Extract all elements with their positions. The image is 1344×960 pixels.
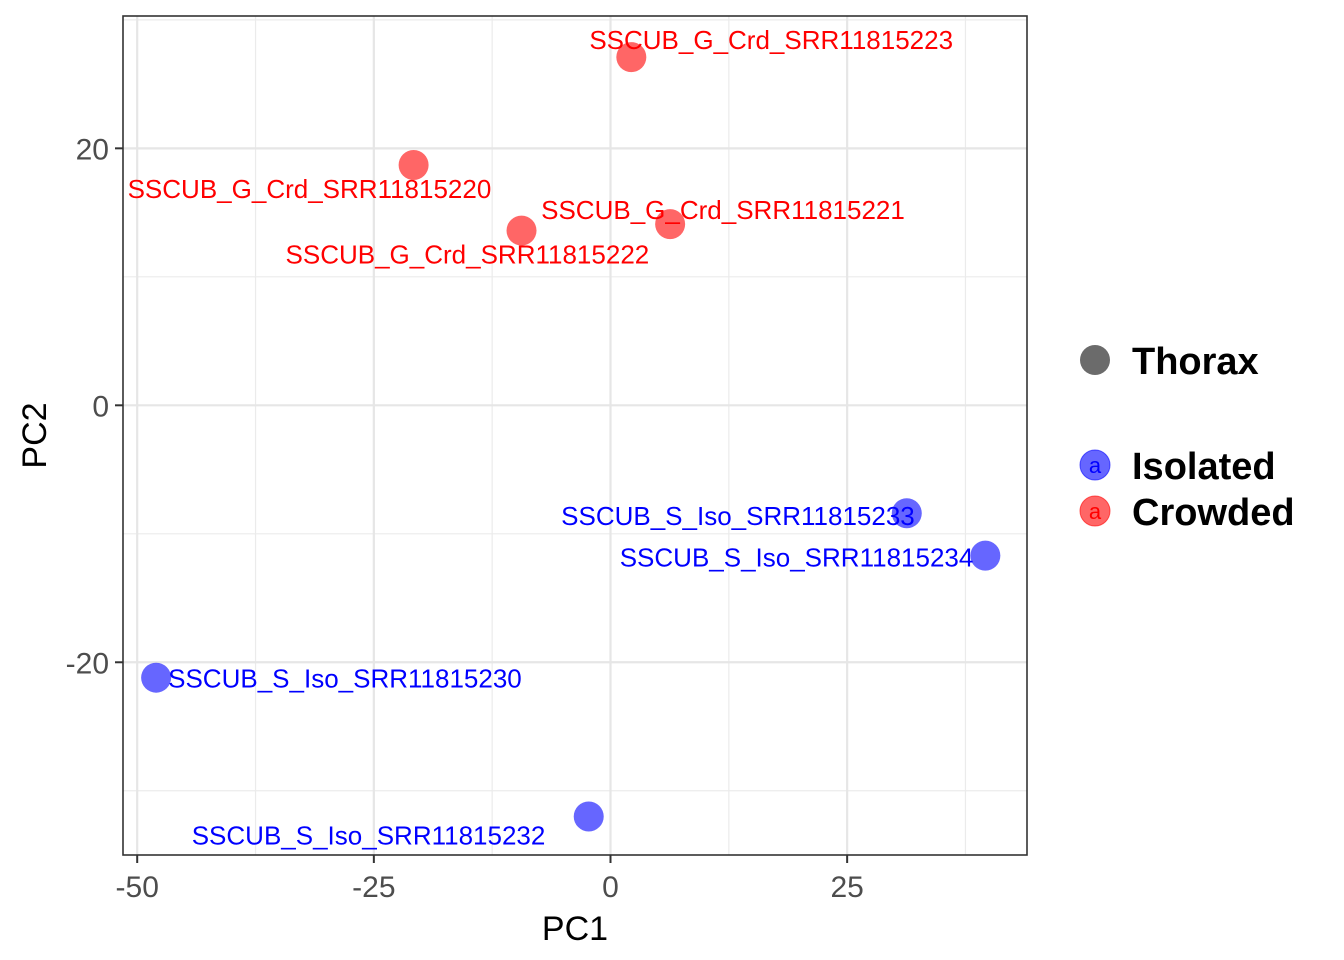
legend-color-key — [1079, 495, 1111, 527]
legend-shape-label: Thorax — [1132, 341, 1259, 383]
data-point — [616, 42, 647, 73]
legend-key-glyph: a — [1089, 499, 1102, 524]
x-tick-label: -50 — [116, 871, 159, 904]
data-point — [970, 540, 1001, 571]
panel-border — [122, 15, 1028, 856]
point-labels: SSCUB_G_Crd_SRR11815223 SSCUB_G_Crd_SRR11… — [128, 25, 974, 850]
data-point — [891, 498, 922, 529]
data-point — [506, 215, 537, 246]
legend-color-label: Crowded — [1132, 492, 1295, 534]
data-point — [573, 801, 604, 832]
legend-color-key — [1079, 449, 1111, 481]
point-label: SSCUB_S_Iso_SRR11815234 — [620, 543, 974, 573]
y-tick-label: -20 — [66, 647, 109, 680]
data-point — [141, 662, 172, 693]
data-points — [141, 42, 1001, 832]
data-point — [398, 150, 429, 181]
x-axis-title: PC1 — [542, 910, 608, 948]
axes: -50 -25 0 25 -20 0 20 — [66, 15, 1028, 904]
x-tick-label: -25 — [352, 871, 395, 904]
x-tick-label: 0 — [602, 871, 619, 904]
y-axis-title: PC2 — [16, 402, 54, 468]
legend-key-glyph: a — [1089, 453, 1102, 478]
point-label: SSCUB_S_Iso_SRR11815232 — [192, 820, 546, 850]
data-point — [655, 209, 686, 240]
point-label: SSCUB_G_Crd_SRR11815220 — [128, 174, 492, 204]
grid — [123, 16, 1027, 855]
legend-color-label: Isolated — [1132, 446, 1276, 488]
y-tick-label: 20 — [76, 133, 109, 166]
legend: Thorax a Isolated a Crowded — [1079, 341, 1295, 534]
point-label: SSCUB_G_Crd_SRR11815223 — [589, 25, 953, 55]
legend-shape-key — [1080, 345, 1110, 375]
point-label: SSCUB_S_Iso_SRR11815233 — [561, 501, 915, 531]
point-label: SSCUB_S_Iso_SRR11815230 — [168, 664, 522, 694]
point-label: SSCUB_G_Crd_SRR11815221 — [541, 195, 905, 225]
y-tick-label: 0 — [92, 390, 109, 423]
x-tick-label: 25 — [830, 871, 863, 904]
panel-background — [123, 16, 1027, 855]
point-label: SSCUB_G_Crd_SRR11815222 — [286, 240, 650, 270]
